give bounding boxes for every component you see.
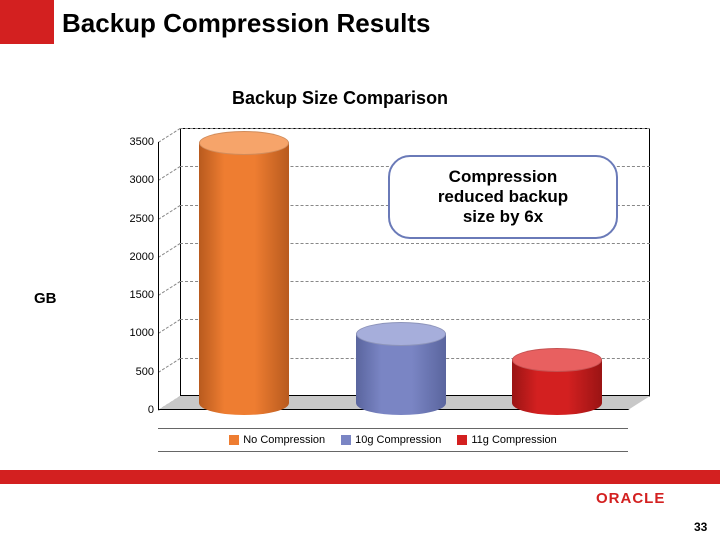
grid-line-side: [158, 205, 181, 220]
legend-label: 10g Compression: [355, 434, 441, 446]
legend-item: No Compression: [229, 434, 325, 446]
legend-swatch: [229, 435, 239, 445]
grid-line: [180, 128, 650, 129]
grid-line-side: [158, 166, 181, 181]
callout-line: size by 6x: [408, 207, 598, 227]
legend-label: No Compression: [243, 434, 325, 446]
grid-line-side: [158, 358, 181, 373]
page-number: 33: [694, 520, 707, 534]
bar-2: [512, 348, 602, 415]
y-tick: 3000: [116, 174, 154, 186]
grid-line-side: [158, 243, 181, 258]
legend-label: 11g Compression: [471, 434, 556, 446]
chart-title: Backup Size Comparison: [232, 88, 448, 109]
legend-item: 11g Compression: [457, 434, 556, 446]
legend-swatch: [457, 435, 467, 445]
grid-line-side: [158, 319, 181, 334]
legend-item: 10g Compression: [341, 434, 441, 446]
corner-accent: [0, 0, 54, 44]
y-tick: 500: [116, 366, 154, 378]
slide-title: Backup Compression Results: [62, 8, 430, 39]
y-tick: 1000: [116, 327, 154, 339]
legend-swatch: [341, 435, 351, 445]
bar-1: [356, 322, 446, 415]
y-tick: 1500: [116, 289, 154, 301]
y-tick: 2000: [116, 251, 154, 263]
grid-line-side: [158, 281, 181, 296]
bar-0: [199, 131, 289, 415]
callout-bubble: Compressionreduced backupsize by 6x: [388, 155, 618, 239]
callout-line: reduced backup: [408, 187, 598, 207]
y-axis-label: GB: [34, 290, 57, 307]
callout-line: Compression: [408, 167, 598, 187]
oracle-logo: ORACLE: [596, 490, 665, 507]
footer-strip: [0, 470, 720, 484]
y-tick: 2500: [116, 213, 154, 225]
y-tick: 0: [116, 404, 154, 416]
axis-left: [158, 142, 159, 410]
grid-line-side: [158, 128, 181, 143]
legend: No Compression 10g Compression 11g Compres…: [158, 428, 628, 452]
y-tick: 3500: [116, 136, 154, 148]
